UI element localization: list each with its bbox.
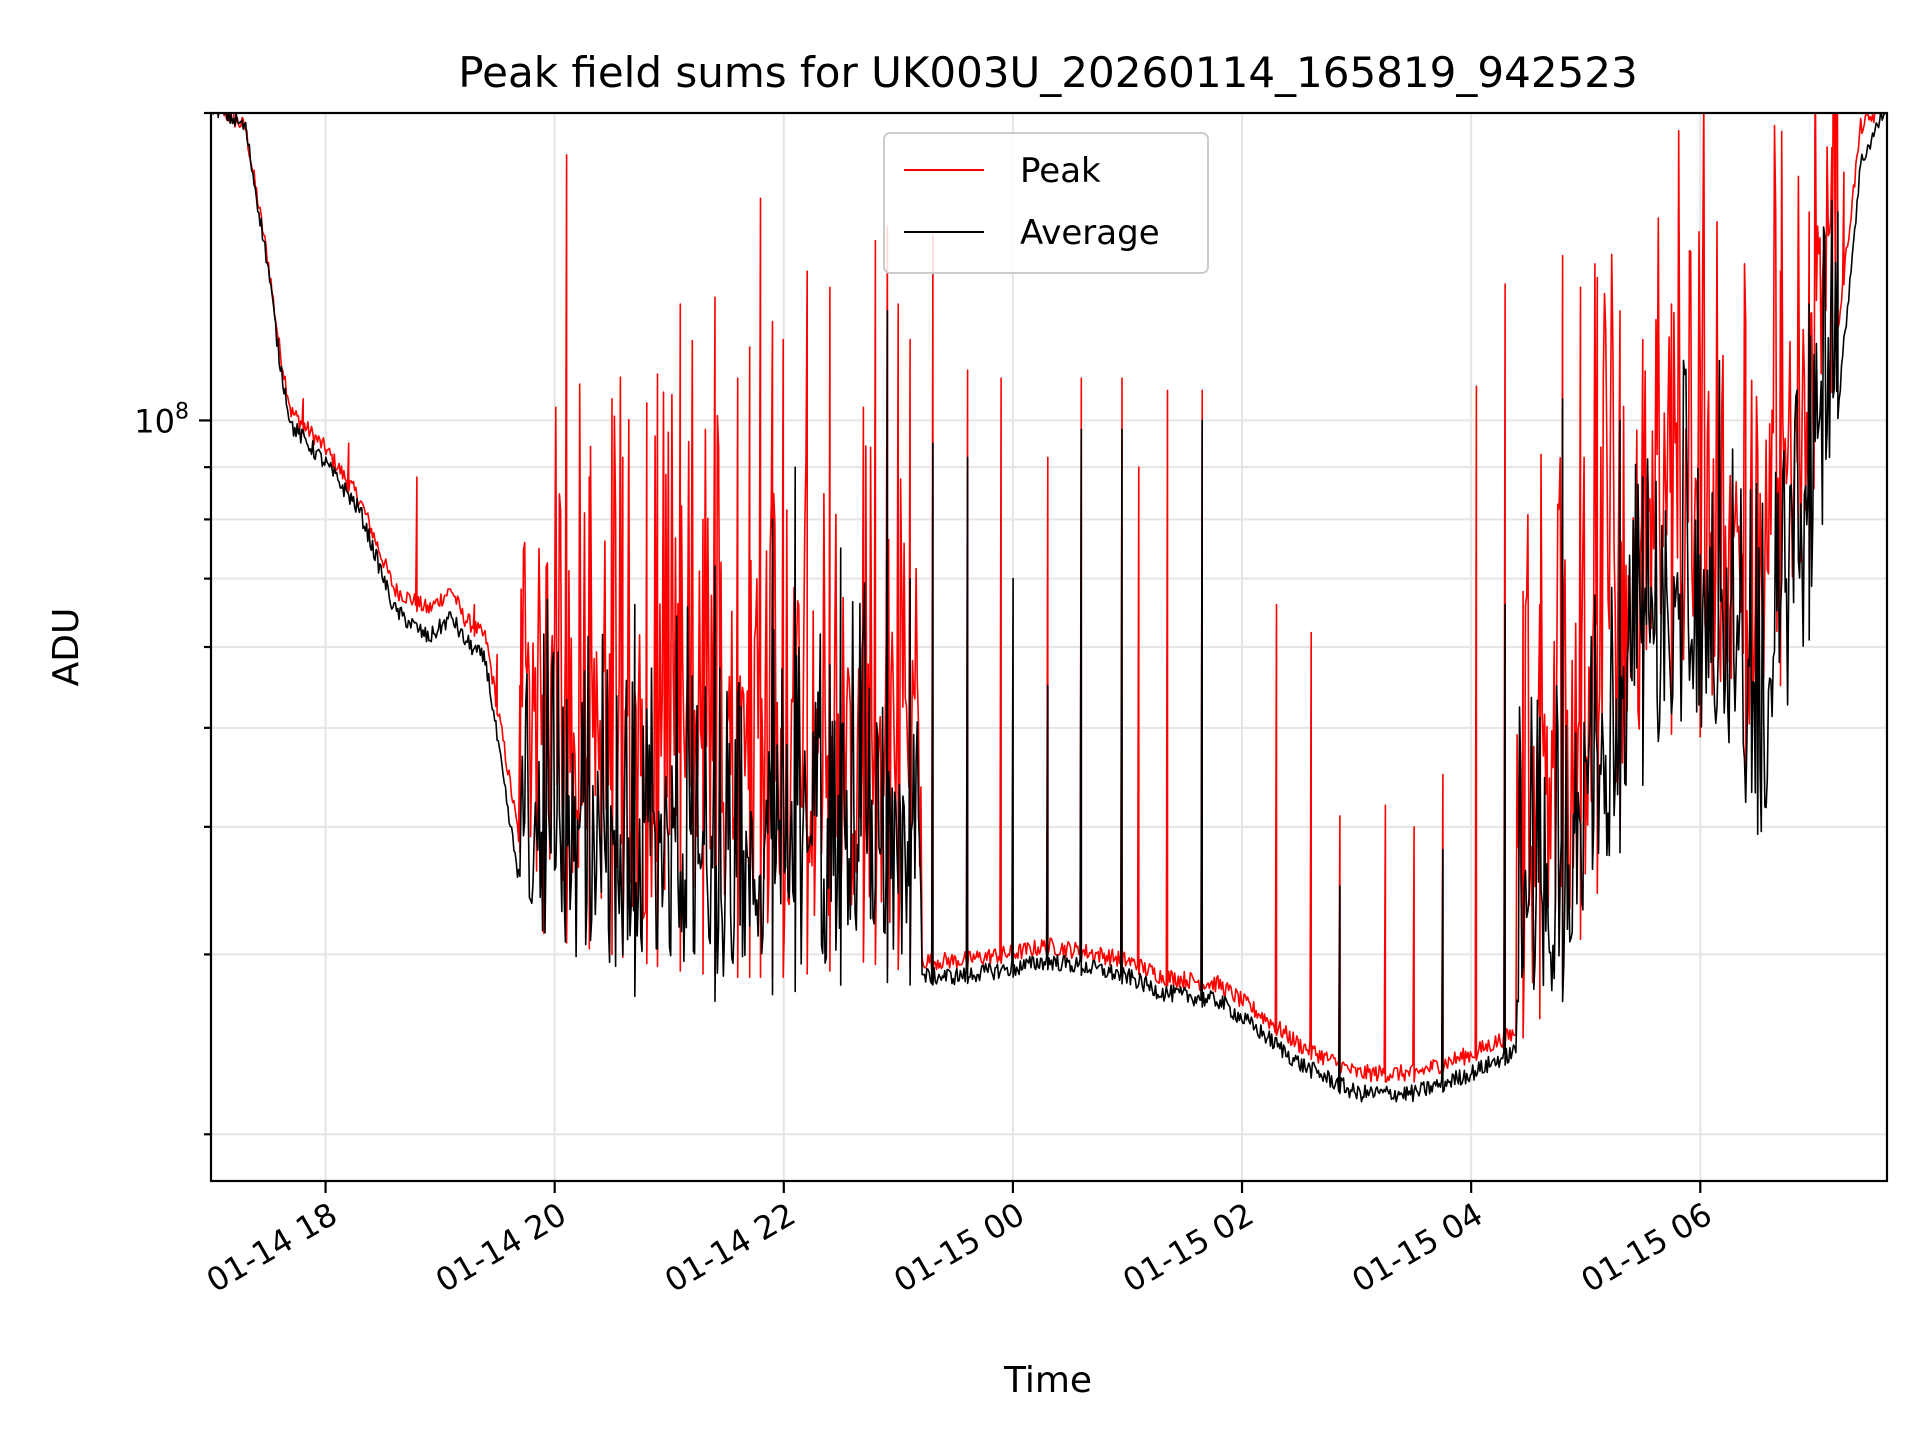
y-tick-label-0: 108 [134,399,189,440]
series-layer [212,113,1886,1103]
legend-average-label: Average [1020,213,1160,253]
y-axis-label: ADU [46,608,87,687]
series-line-average [212,113,1886,1103]
legend-box [883,132,1209,274]
x-axis-label: Time [1003,1360,1092,1401]
legend-peak-label: Peak [1020,151,1101,191]
chart-title: Peak field sums for UK003U_20260114_1658… [458,48,1637,97]
legend: Peak Average [883,132,1209,274]
